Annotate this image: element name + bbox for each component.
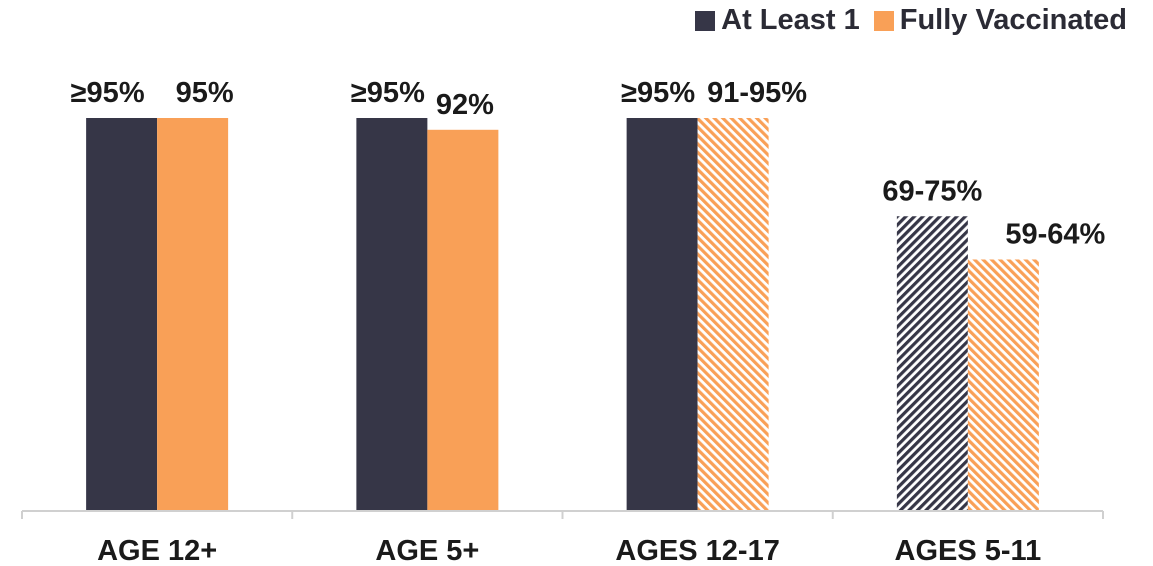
bar-fully-vaccinated-1: [427, 129, 499, 512]
data-label-fully-vaccinated-0: 95%: [176, 77, 234, 109]
bar-fully-vaccinated-2: [697, 118, 769, 511]
data-label-fully-vaccinated-3: 59-64%: [1005, 218, 1105, 250]
x-tick-label-3: AGES 5-11: [895, 535, 1042, 566]
legend-item-at-least-1: At Least 1: [695, 4, 860, 37]
x-axis: AGE 12+ AGE 5+ AGES 12-17 AGES 5-11: [21, 510, 1104, 566]
bar-at-least-1-1: [356, 118, 428, 511]
legend-label-at-least-1: At Least 1: [721, 4, 860, 36]
legend-swatch-at-least-1: [695, 10, 716, 31]
x-tick-label-1: AGE 5+: [375, 535, 479, 566]
legend-label-fully-vaccinated: Fully Vaccinated: [899, 4, 1127, 36]
data-label-at-least-1-0: ≥95%: [71, 77, 145, 109]
x-tick-label-2: AGES 12-17: [615, 535, 779, 566]
legend-swatch-fully-vaccinated: [873, 10, 894, 31]
bar-at-least-1-0: [86, 118, 158, 511]
bar-at-least-1-3: [896, 216, 968, 511]
bar-fully-vaccinated-3: [967, 259, 1039, 511]
bar-at-least-1-2: [626, 118, 698, 511]
data-label-at-least-1-3: 69-75%: [882, 175, 982, 207]
data-label-at-least-1-2: ≥95%: [621, 77, 695, 109]
legend: At Least 1 Fully Vaccinated: [695, 4, 1127, 37]
data-label-fully-vaccinated-2: 91-95%: [707, 77, 807, 109]
data-labels-layer: ≥95% 95% ≥95% 92% ≥95% 91-95% 69-75% 59-64%: [71, 77, 1106, 250]
bar-fully-vaccinated-0: [157, 118, 229, 511]
data-label-fully-vaccinated-1: 92%: [436, 89, 494, 121]
data-label-at-least-1-1: ≥95%: [351, 77, 425, 109]
bars-layer: [86, 118, 1039, 512]
legend-item-fully-vaccinated: Fully Vaccinated: [873, 4, 1127, 37]
x-tick-label-0: AGE 12+: [97, 535, 217, 566]
